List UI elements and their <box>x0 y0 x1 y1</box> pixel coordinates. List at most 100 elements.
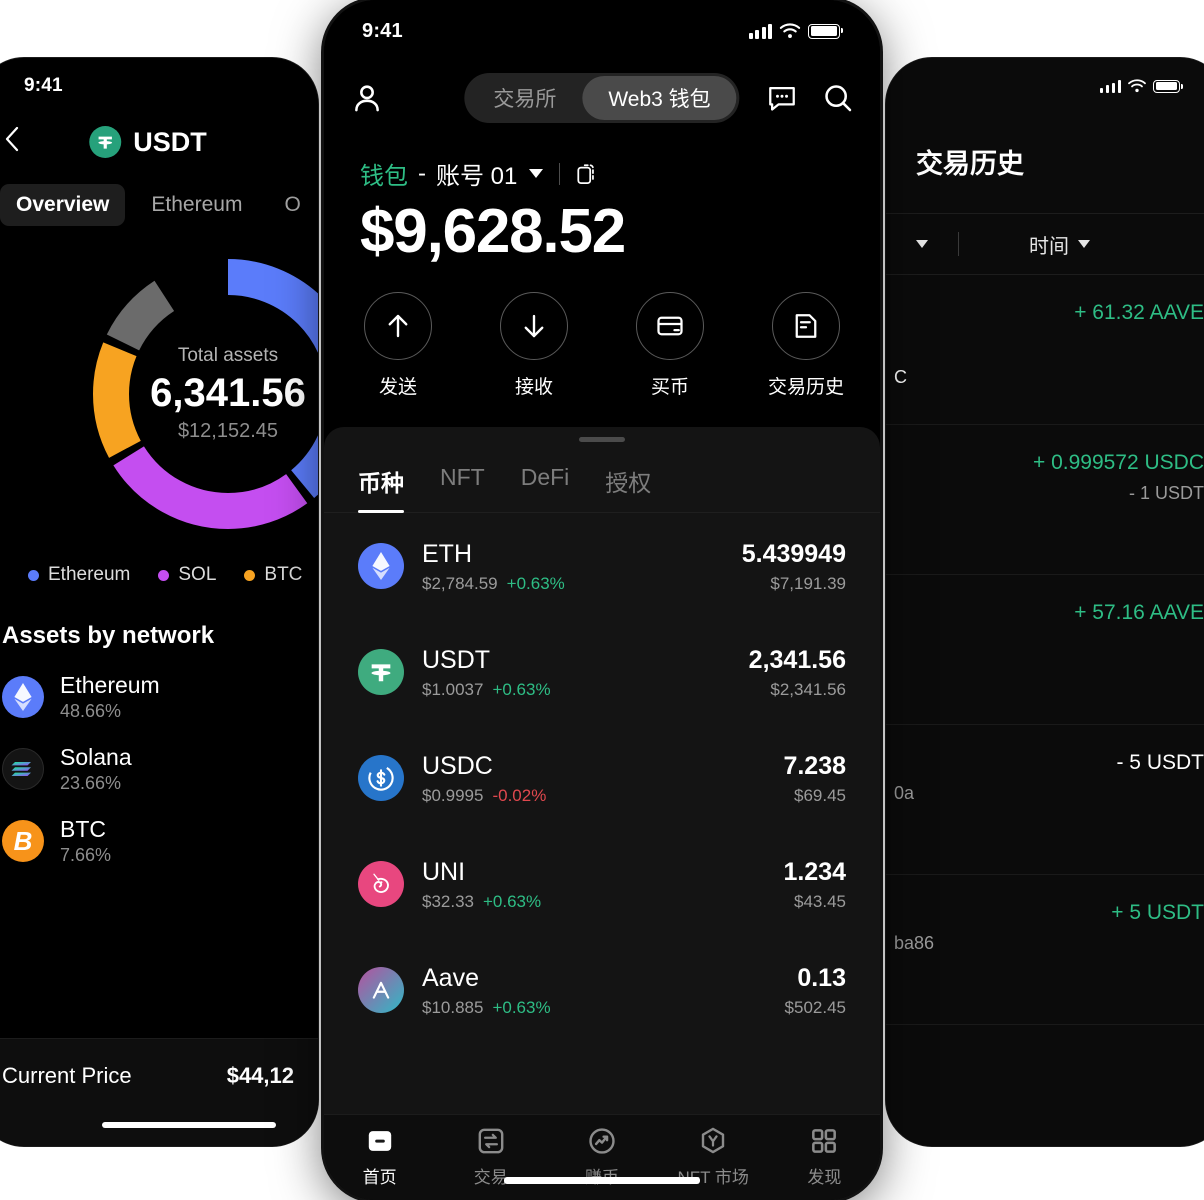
network-row-btc[interactable]: B BTC 7.66% <box>0 794 318 866</box>
transaction-row[interactable]: + 0.999572 USDC - 1 USDT C <box>886 367 1204 575</box>
left-status-bar: 9:41 <box>0 58 318 114</box>
transaction-row[interactable]: - 5 USDT 0a <box>886 725 1204 875</box>
right-phone-screen: 交易历史 时间 + 61.32 AAVE + 0.999572 USDC <box>886 58 1204 1146</box>
action-label: 发送 <box>378 377 417 399</box>
transaction-list: + 61.32 AAVE + 0.999572 USDC - 1 USDT C … <box>886 275 1204 1025</box>
left-tab-ethereum[interactable]: Ethereum <box>151 193 243 216</box>
filter-divider <box>958 232 959 256</box>
center-top-bar: 交易所 Web3 钱包 <box>324 62 880 134</box>
token-row-eth[interactable]: ETH $2,784.59 +0.63% 5.439949 $7,191.39 <box>358 513 846 619</box>
user-avatar-icon[interactable] <box>350 81 384 115</box>
token-row-uni[interactable]: UNI $32.33 +0.63% 1.234 $43.45 <box>358 831 846 937</box>
transaction-row[interactable]: + 57.16 AAVE <box>886 575 1204 725</box>
nav-label: 首页 <box>362 1168 397 1187</box>
solana-icon <box>2 748 44 790</box>
network-row-ethereum[interactable]: Ethereum 48.66% <box>0 650 318 722</box>
token-row-usdc[interactable]: USDC $0.9995 -0.02% 7.238 $69.45 <box>358 725 846 831</box>
left-tab-overview[interactable]: Overview <box>0 184 126 226</box>
token-value: $502.45 <box>784 998 846 1018</box>
tab-tokens[interactable]: 币种 <box>358 464 404 514</box>
top-right-actions <box>766 82 854 114</box>
token-change: +0.63% <box>483 892 542 912</box>
segment-exchange[interactable]: 交易所 <box>493 88 557 111</box>
current-price-value: $44,12 <box>226 1063 294 1088</box>
signal-icon <box>1099 79 1121 93</box>
wallet-dash: - <box>418 159 426 187</box>
nav-label: 发现 <box>807 1168 842 1187</box>
chevron-down-icon <box>1078 240 1090 248</box>
credit-card-icon <box>657 317 683 336</box>
tether-glyph-icon <box>98 136 113 149</box>
donut-center-sub: $12,152.45 <box>177 420 279 442</box>
network-text-ethereum: Ethereum 48.66% <box>60 672 160 722</box>
token-value: $43.45 <box>794 892 846 912</box>
copy-icon[interactable] <box>576 162 598 186</box>
wallet-selector[interactable]: 钱包 - 账号 01 <box>360 156 844 191</box>
token-row-aave[interactable]: Aave $10.885 +0.63% 0.13 $502.45 <box>358 937 846 1043</box>
transaction-amount: - 5 USDT <box>1116 751 1204 774</box>
discover-icon <box>812 1129 837 1153</box>
segment-web3-wallet[interactable]: Web3 钱包 <box>582 76 737 120</box>
sheet-grabber[interactable] <box>579 437 625 443</box>
action-send[interactable]: 发送 <box>358 292 438 399</box>
token-sub: $2,784.59 +0.63% <box>422 574 724 594</box>
action-history[interactable]: 交易历史 <box>766 292 846 399</box>
filter-type[interactable] <box>916 240 928 248</box>
arrow-up-icon <box>388 315 408 338</box>
nav-discover[interactable]: 发现 <box>769 1125 880 1188</box>
token-info: Aave $10.885 +0.63% <box>422 963 767 1018</box>
legend-label-btc: BTC <box>264 564 303 585</box>
ethereum-icon <box>2 676 44 718</box>
action-circle <box>500 292 568 361</box>
action-buy[interactable]: 买币 <box>630 292 710 399</box>
token-change: +0.63% <box>506 574 565 594</box>
tab-approvals[interactable]: 授权 <box>605 470 652 497</box>
token-symbol: ETH <box>422 539 472 568</box>
transaction-row[interactable]: + 5 USDT ba86 <box>886 875 1204 1025</box>
legend-label-ethereum: Ethereum <box>48 564 131 585</box>
nav-trade[interactable]: 交易 <box>435 1125 546 1188</box>
chevron-down-icon <box>529 169 544 178</box>
center-phone-screen: 9:41 交易所 Web3 <box>324 0 880 1200</box>
legend-item-btc: BTC <box>244 564 302 586</box>
nav-home[interactable]: 首页 <box>324 1125 435 1188</box>
tether-glyph-icon <box>371 664 391 682</box>
token-info: USDC $0.9995 -0.02% <box>422 751 765 806</box>
bitcoin-icon: B <box>2 820 44 862</box>
action-circle <box>772 292 840 361</box>
token-price: $2,784.59 <box>422 574 498 594</box>
wallet-divider <box>559 162 561 185</box>
action-label: 交易历史 <box>767 377 844 399</box>
filter-time[interactable]: 时间 <box>1029 230 1090 259</box>
action-receive[interactable]: 接收 <box>494 292 574 399</box>
network-row-solana[interactable]: Solana 23.66% <box>0 722 318 794</box>
status-icons <box>748 23 843 39</box>
token-info: USDT $1.0037 +0.63% <box>422 645 731 700</box>
document-list-icon <box>795 314 817 339</box>
left-tab-other[interactable]: O <box>284 193 301 216</box>
nav-label: 交易 <box>473 1168 508 1187</box>
token-symbol: Aave <box>422 963 479 992</box>
search-icon[interactable] <box>822 82 854 114</box>
network-name: Solana <box>60 744 132 770</box>
center-phone-frame: 9:41 交易所 Web3 <box>324 0 880 1200</box>
nav-label: 赚币 <box>585 1163 619 1188</box>
wallet-account-label: 账号 01 <box>436 163 518 190</box>
bitcoin-glyph-icon: B <box>13 826 33 856</box>
exchange-icon <box>478 1128 504 1154</box>
left-title-text: USDT <box>133 126 207 157</box>
token-symbol: UNI <box>422 857 466 886</box>
token-row-usdt[interactable]: USDT $1.0037 +0.63% 2,341.56 $2,341.56 <box>358 619 846 725</box>
chevron-down-icon <box>916 240 928 248</box>
chevron-left-icon <box>5 126 19 152</box>
status-time: 9:41 <box>24 75 63 96</box>
token-amounts: 5.439949 $7,191.39 <box>742 539 846 594</box>
tab-nft[interactable]: NFT <box>440 464 485 491</box>
token-amount: 1.234 <box>783 857 846 886</box>
sheet-tabs: 币种 NFT DeFi 授权 <box>324 442 880 514</box>
back-button[interactable] <box>4 125 20 159</box>
tab-defi[interactable]: DeFi <box>520 464 570 491</box>
transaction-row[interactable]: + 61.32 AAVE <box>886 275 1204 425</box>
usdc-glyph-icon <box>368 765 394 792</box>
chat-bubble-icon[interactable] <box>766 82 798 114</box>
